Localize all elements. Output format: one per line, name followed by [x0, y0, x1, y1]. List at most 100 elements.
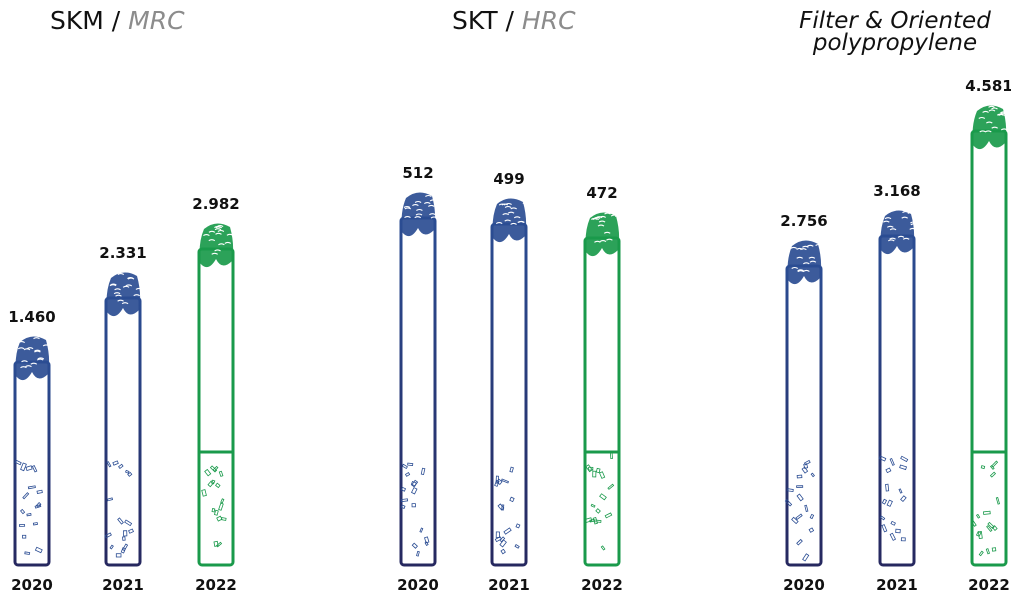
filter-speck [987, 521, 995, 530]
filter-speck [115, 553, 122, 558]
ash-texture [30, 362, 38, 365]
ash-texture [504, 205, 512, 208]
bar-2-2021 [490, 198, 530, 567]
ash-texture [513, 216, 521, 219]
bar-2-2022 [583, 212, 622, 567]
filter-speck [503, 527, 512, 535]
ash-texture [21, 360, 28, 363]
filter-speck [885, 467, 892, 474]
ash-texture [982, 110, 989, 113]
filter-speck [25, 465, 33, 471]
ash-texture [910, 223, 918, 226]
filter-speck [118, 463, 124, 469]
filter-speck [991, 547, 997, 552]
filter-speck [975, 530, 982, 537]
year-label: 2020 [11, 576, 53, 594]
filter-speck [599, 471, 606, 479]
filter-speck [123, 530, 128, 537]
filter-speck [590, 503, 596, 508]
filter-speck [985, 548, 991, 555]
filter-speck [986, 525, 993, 532]
value-label: 3.168 [873, 182, 920, 200]
chart-3-title: Filter & Oriented polypropylene [775, 10, 1011, 55]
filter-speck [607, 483, 615, 490]
ash-texture [215, 232, 222, 235]
filter-speck [795, 513, 803, 521]
filter-speck [796, 474, 803, 479]
filter-speck [889, 458, 895, 466]
filter-speck [14, 459, 22, 466]
filter-speck [585, 464, 593, 473]
filter-speck [889, 532, 897, 541]
year-label: 2020 [397, 576, 439, 594]
ash-shape [972, 105, 1007, 150]
filter-speck [213, 509, 219, 516]
ash-texture [18, 341, 26, 344]
bar-1-2021 [104, 272, 143, 567]
filter-speck [18, 524, 26, 527]
ash-tip [880, 210, 918, 255]
ash-tip [401, 192, 438, 237]
ash-texture [797, 269, 804, 272]
ash-texture [599, 215, 607, 218]
filter-speck [494, 479, 500, 487]
ash-texture [802, 262, 810, 265]
value-label: 2.982 [192, 195, 239, 213]
ash-texture [33, 337, 40, 340]
filter-speck [400, 504, 406, 509]
filter-speck [509, 466, 514, 473]
filter-speck [404, 472, 411, 477]
cigarette-body [583, 236, 621, 567]
filter-speck [494, 536, 502, 543]
year-label: 2022 [195, 576, 237, 594]
ash-texture [902, 237, 910, 240]
ash-shape [15, 336, 50, 381]
ash-texture [979, 130, 987, 133]
ash-texture [901, 216, 909, 219]
filter-speck [400, 498, 409, 503]
filter-speck [112, 460, 119, 466]
filter-speck [899, 464, 908, 471]
ash-texture [991, 107, 998, 110]
ash-texture [897, 235, 905, 238]
ash-texture [501, 203, 509, 206]
filter-speck [201, 489, 207, 497]
filter-speck [900, 537, 906, 542]
ash-texture [404, 216, 411, 219]
filter-speck [215, 482, 221, 489]
ash-tip [585, 212, 622, 257]
filter-speck [787, 488, 794, 493]
filter-speck [796, 493, 804, 502]
filter-speck [989, 471, 997, 478]
ash-texture [594, 240, 601, 243]
ash-texture [427, 204, 435, 207]
ash-texture [115, 294, 122, 297]
ash-texture [907, 211, 915, 214]
ash-texture [495, 222, 503, 225]
ash-texture [429, 199, 437, 202]
year-label: 2022 [968, 576, 1010, 594]
filter-speck [117, 517, 124, 525]
filter-speck [600, 545, 606, 551]
ash-tip [106, 272, 143, 317]
ash-texture [203, 234, 210, 237]
ash-texture [978, 116, 986, 119]
ash-texture [117, 299, 124, 302]
ash-texture [414, 200, 422, 203]
filter-speck [22, 534, 27, 539]
ash-texture [886, 225, 894, 228]
ash-texture [604, 212, 611, 215]
filter-speck [120, 547, 126, 554]
ash-texture [991, 126, 999, 129]
ash-texture [507, 211, 515, 214]
filter-speck [31, 465, 38, 473]
filter-speck [509, 496, 515, 503]
ash-texture [17, 347, 25, 350]
year-label: 2021 [102, 576, 144, 594]
ash-tip [492, 198, 530, 243]
filter-speck [991, 525, 998, 532]
ash-tip [15, 336, 50, 381]
ash-texture [790, 246, 798, 249]
bar-1-2020 [13, 336, 51, 567]
cigarette-body [490, 222, 528, 567]
